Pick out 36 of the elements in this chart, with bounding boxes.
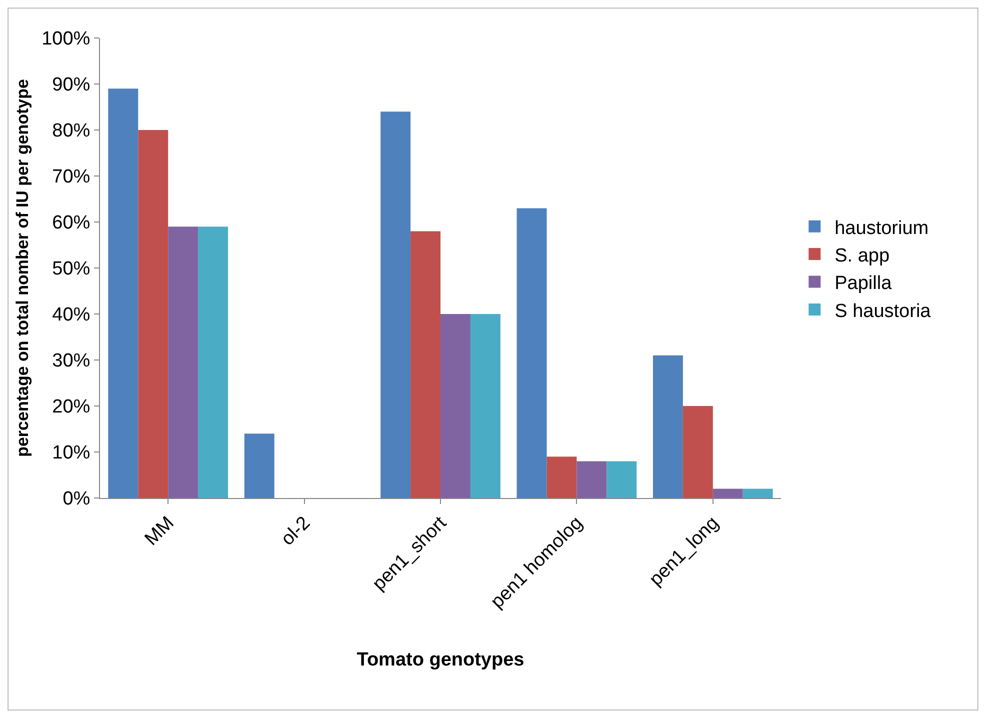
bar [576,461,607,498]
bar [516,208,547,498]
y-tick-label: 0% [62,488,90,510]
bar [440,314,470,498]
legend-label: Papilla [834,273,892,294]
y-tick-label: 70% [52,166,90,188]
bar [410,231,440,498]
bar [168,226,198,498]
bar [546,456,577,498]
y-tick-label: 30% [52,350,90,372]
bar [682,406,713,498]
y-tick-label: 40% [52,304,90,326]
bar [742,488,773,498]
bar [244,434,274,498]
x-axis-title: Tomato genotypes [356,650,524,671]
x-tick-label: MM [141,512,178,550]
bar [712,488,743,498]
y-tick-label: 20% [52,396,90,418]
bar [470,314,500,498]
y-axis-title: percentage on total nomber of IU per genotype [13,79,32,457]
x-tick-label: ol-2 [277,512,315,550]
y-tick-label: 100% [42,28,90,50]
legend-label: S haustoria [834,300,932,322]
y-tick-label: 90% [52,74,90,96]
y-tick-label: 50% [52,258,90,280]
y-tick-label: 60% [52,212,90,234]
legend-label: S. app [834,245,890,266]
y-tick-label: 10% [52,442,90,464]
bar [138,130,168,498]
y-tick-label: 80% [52,120,90,142]
bar [380,112,411,498]
bar [108,88,138,498]
bar [606,461,637,498]
bar [198,226,228,498]
legend-label: haustorium [834,218,929,239]
bar [652,355,683,498]
